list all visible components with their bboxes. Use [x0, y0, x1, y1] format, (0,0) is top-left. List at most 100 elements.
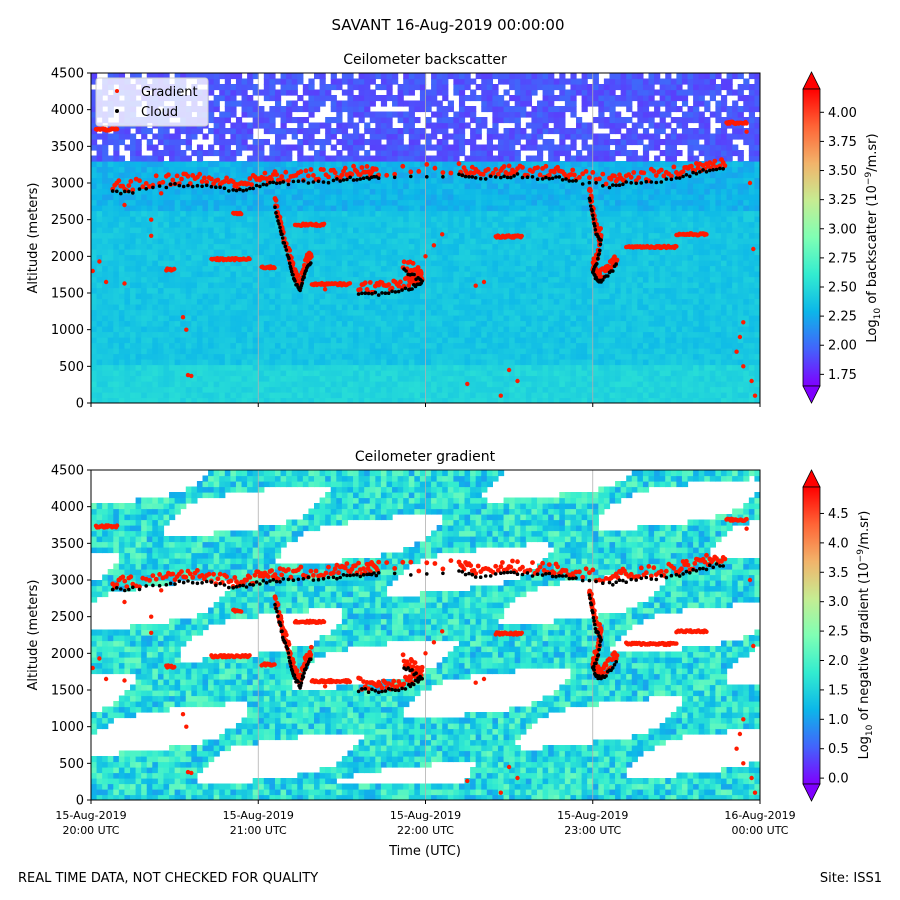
- heatmap-cell: [169, 221, 176, 228]
- heatmap-cell: [464, 73, 471, 80]
- heatmap-cell: [325, 309, 332, 316]
- heatmap-cell: [475, 392, 482, 399]
- heatmap-cell: [191, 216, 198, 223]
- heatmap-cell: [353, 282, 360, 289]
- heatmap-cell: [174, 139, 181, 146]
- heatmap-cell: [503, 282, 510, 289]
- heatmap-cell: [564, 282, 572, 289]
- heatmap-cell: [102, 238, 109, 245]
- heatmap-cell: [453, 265, 460, 272]
- heatmap-cell: [548, 227, 555, 234]
- heatmap-cell: [258, 243, 265, 250]
- heatmap-cell: [258, 144, 265, 151]
- heatmap-cell: [531, 397, 538, 403]
- heatmap-cell: [247, 227, 254, 234]
- heatmap-cell: [141, 370, 148, 377]
- heatmap-cell: [252, 293, 259, 300]
- heatmap-cell: [325, 216, 332, 223]
- heatmap-cell: [96, 304, 103, 311]
- heatmap-cell: [492, 265, 499, 272]
- heatmap-cell: [453, 73, 460, 80]
- heatmap-cell: [520, 304, 527, 311]
- heatmap-cell: [514, 122, 521, 129]
- heatmap-cell: [458, 106, 466, 113]
- heatmap-cell: [135, 337, 142, 344]
- heatmap-cell: [509, 282, 516, 289]
- heatmap-cell: [341, 216, 349, 223]
- heatmap-cell: [146, 348, 153, 355]
- heatmap-cell: [157, 243, 165, 250]
- heatmap-cell: [576, 166, 583, 173]
- heatmap-cell: [314, 353, 321, 360]
- heatmap-cell: [542, 216, 549, 223]
- heatmap-cell: [470, 106, 477, 113]
- heatmap-cell: [514, 100, 521, 107]
- heatmap-cell: [475, 117, 482, 124]
- heatmap-cell: [230, 397, 237, 403]
- heatmap-cell: [553, 364, 560, 371]
- heatmap-cell: [196, 386, 204, 393]
- heatmap-cell: [386, 221, 393, 228]
- heatmap-cell: [280, 265, 287, 272]
- heatmap-cell: [537, 265, 544, 272]
- heatmap-cell: [576, 282, 583, 289]
- heatmap-cell: [96, 172, 103, 179]
- heatmap-cell: [96, 375, 103, 382]
- heatmap-cell: [297, 315, 304, 322]
- heatmap-cell: [419, 287, 427, 294]
- heatmap-cell: [492, 95, 499, 102]
- heatmap-cell: [341, 78, 349, 85]
- heatmap-cell: [180, 265, 187, 272]
- heatmap-cell: [174, 287, 181, 294]
- heatmap-cell: [286, 397, 293, 403]
- heatmap-cell: [386, 111, 393, 118]
- heatmap-cell: [542, 320, 549, 327]
- heatmap-cell: [163, 243, 170, 250]
- heatmap-cell: [107, 309, 114, 316]
- heatmap-cell: [470, 95, 477, 102]
- heatmap-cell: [353, 370, 360, 377]
- heatmap-cell: [403, 392, 410, 399]
- heatmap-cell: [419, 177, 427, 184]
- heatmap-cell: [397, 381, 404, 388]
- heatmap-cell: [375, 265, 382, 272]
- heatmap-cell: [576, 155, 583, 162]
- heatmap-cell: [191, 199, 198, 206]
- heatmap-cell: [146, 210, 153, 217]
- heatmap-cell: [196, 194, 204, 201]
- heatmap-cell: [286, 227, 293, 234]
- heatmap-cell: [202, 364, 209, 371]
- heatmap-cell: [548, 216, 555, 223]
- heatmap-cell: [397, 144, 404, 151]
- heatmap-cell: [274, 326, 282, 333]
- heatmap-cell: [347, 232, 354, 239]
- heatmap-cell: [213, 370, 220, 377]
- heatmap-cell: [130, 304, 137, 311]
- heatmap-cell: [425, 238, 432, 245]
- heatmap-cell: [386, 359, 393, 366]
- heatmap-cell: [369, 177, 376, 184]
- heatmap-cell: [458, 100, 466, 107]
- heatmap-cell: [141, 381, 148, 388]
- heatmap-cell: [163, 166, 170, 173]
- heatmap-cell: [453, 298, 460, 305]
- heatmap-cell: [358, 342, 365, 349]
- heatmap-cell: [525, 133, 533, 140]
- heatmap-cell: [364, 260, 371, 267]
- heatmap-cell: [297, 161, 304, 168]
- heatmap-cell: [107, 353, 114, 360]
- heatmap-cell: [241, 337, 248, 344]
- heatmap-cell: [174, 271, 181, 278]
- heatmap-cell: [509, 265, 516, 272]
- heatmap-cell: [403, 326, 410, 333]
- heatmap-cell: [224, 304, 231, 311]
- heatmap-cell: [442, 381, 449, 388]
- heatmap-cell: [458, 133, 466, 140]
- heatmap-cell: [486, 227, 493, 234]
- heatmap-cell: [509, 144, 516, 151]
- heatmap-cell: [503, 375, 510, 382]
- heatmap-cell: [419, 265, 427, 272]
- heatmap-cell: [213, 221, 220, 228]
- heatmap-cell: [470, 375, 477, 382]
- heatmap-cell: [364, 353, 371, 360]
